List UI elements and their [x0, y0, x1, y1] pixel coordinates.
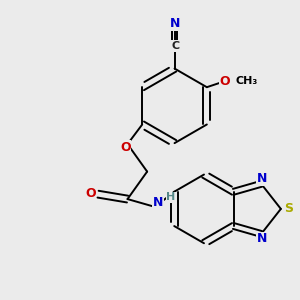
Text: S: S [284, 202, 293, 215]
Text: O: O [219, 75, 230, 88]
Text: N: N [257, 172, 267, 185]
Text: O: O [85, 187, 95, 200]
Text: N: N [257, 232, 267, 245]
Text: C: C [172, 41, 180, 51]
Text: O: O [120, 141, 131, 154]
Text: N: N [170, 17, 181, 30]
Text: H: H [166, 192, 175, 202]
Text: CH₃: CH₃ [236, 76, 258, 86]
Text: N: N [153, 196, 163, 209]
